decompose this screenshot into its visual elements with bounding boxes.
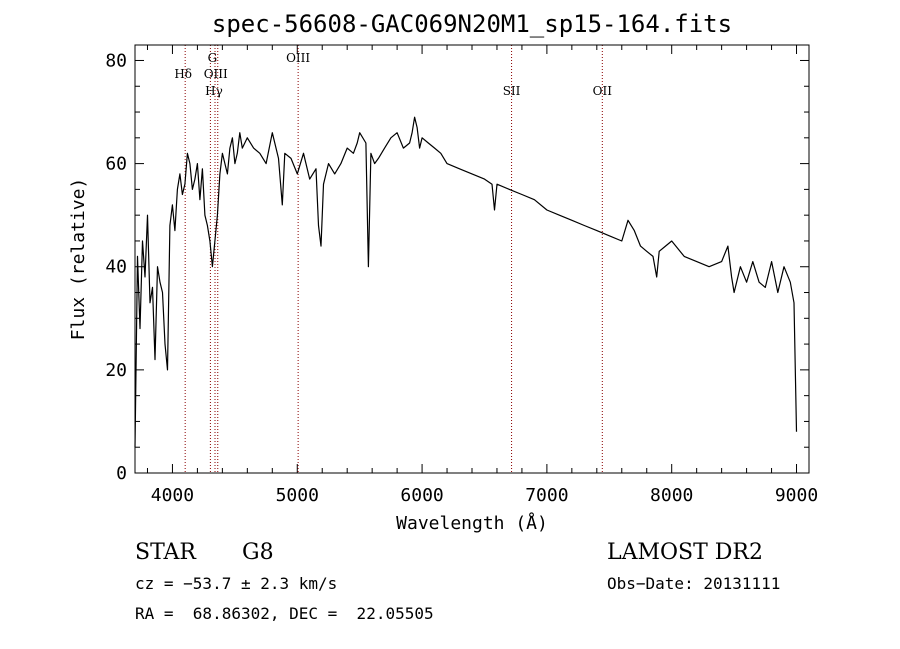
- y-tick-label: 0: [116, 463, 127, 484]
- object-class: STAR: [135, 540, 196, 565]
- object-subclass: G8: [242, 540, 274, 565]
- observation-date: Obs−Date: 20131111: [607, 574, 781, 593]
- redshift-velocity: cz = −53.7 ± 2.3 km/s: [135, 574, 338, 593]
- survey-name: LAMOST DR2: [607, 540, 763, 565]
- spectral-line-label: Hγ: [205, 84, 223, 98]
- y-tick-label: 60: [105, 154, 127, 175]
- y-tick-label: 80: [105, 50, 127, 71]
- spectrum-line: [134, 116, 798, 448]
- plot-area: 4000 5000 6000 7000 8000 9000 0 20 40 60 80 Hδ G Hγ OI…: [105, 45, 818, 506]
- x-tick-label: 7000: [525, 485, 568, 506]
- x-tick-label: 6000: [400, 485, 443, 506]
- chart-title: spec-56608-GAC069N20M1_sp15-164.fits: [212, 10, 732, 38]
- spectral-line-label: OIII: [204, 67, 228, 81]
- x-tick-label: 9000: [775, 485, 818, 506]
- y-axis-label: Flux (relative): [68, 178, 89, 341]
- spectral-line-label: OII: [593, 84, 613, 98]
- spectral-line-label: G: [208, 51, 218, 65]
- spectral-line-label: OIII: [286, 51, 310, 65]
- y-tick-label: 20: [105, 360, 127, 381]
- x-axis-label: Wavelength (Å): [396, 512, 548, 534]
- x-tick-label: 8000: [650, 485, 693, 506]
- x-tick-label: 4000: [151, 485, 194, 506]
- x-tick-label: 5000: [276, 485, 319, 506]
- plot-frame: [134, 44, 810, 474]
- spectral-line-label: Hδ: [174, 67, 192, 81]
- spectral-line-label: SII: [503, 84, 521, 98]
- y-tick-label: 40: [105, 257, 127, 278]
- coordinates: RA = 68.86302, DEC = 22.05505: [135, 604, 434, 623]
